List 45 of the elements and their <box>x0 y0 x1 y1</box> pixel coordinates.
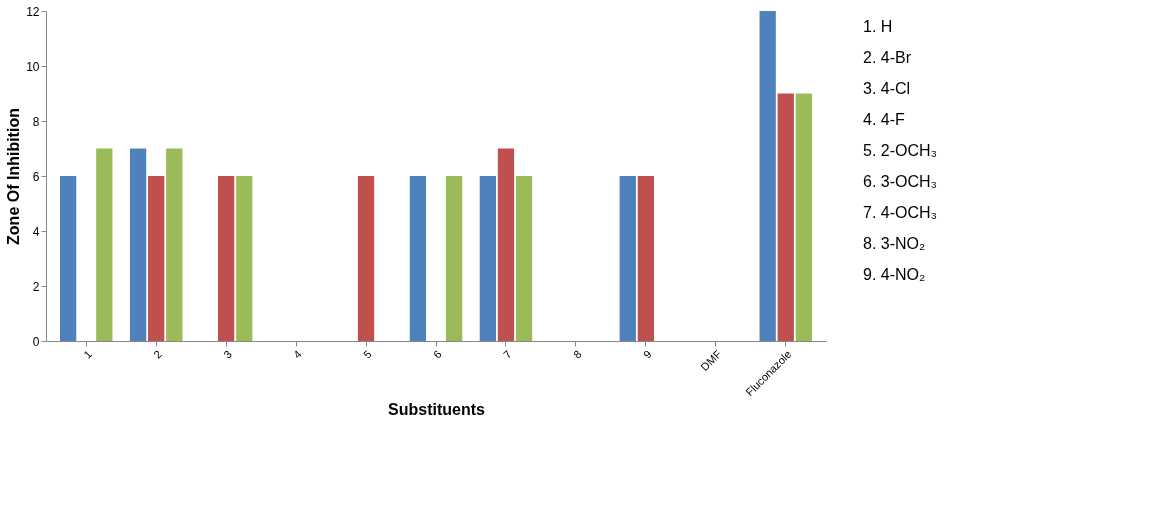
text: 8. 3-NO₂ <box>863 235 926 253</box>
x-tick-label: 1 <box>81 347 94 361</box>
bar <box>479 176 496 341</box>
bar <box>59 176 77 341</box>
bar <box>96 148 113 341</box>
x-tick-label: 3 <box>221 347 234 361</box>
y-tick-label: 6 <box>32 169 40 184</box>
x-tick-label: 2 <box>151 347 164 361</box>
bar <box>148 176 165 341</box>
bar <box>777 93 794 341</box>
bar <box>619 176 636 341</box>
bar <box>217 176 235 341</box>
bar <box>445 176 463 341</box>
text: 2. 4-Br <box>863 48 912 66</box>
bar <box>409 176 427 341</box>
bar <box>357 176 375 341</box>
text: 7. 4-OCH₃ <box>863 204 938 222</box>
y-tick-label: 12 <box>26 4 40 19</box>
x-tick-label: 9 <box>640 347 654 361</box>
y-tick-label: 0 <box>32 334 40 349</box>
bar <box>515 176 533 341</box>
text: 4. 4-F <box>863 110 906 128</box>
text: 9. 4-NO₂ <box>863 266 926 284</box>
y-axis-title: Zone Of Inhibition <box>5 108 23 245</box>
text: 3. 4-Cl <box>863 79 911 97</box>
x-tick-label: 4 <box>291 347 304 361</box>
y-tick-label: 10 <box>26 59 40 74</box>
x-tick-label: 8 <box>570 347 584 361</box>
text: 5. 2-OCH₃ <box>863 142 938 159</box>
text: 6. 3-OCH₃ <box>863 173 938 191</box>
bar <box>236 176 253 341</box>
y-tick-label: 8 <box>32 114 40 129</box>
bar <box>129 148 147 341</box>
bar <box>795 93 813 341</box>
bar <box>759 11 776 341</box>
bar <box>166 148 183 341</box>
x-tick-label: 7 <box>500 347 514 361</box>
x-axis-title: Substituents <box>388 401 486 419</box>
y-tick-label: 4 <box>32 224 40 239</box>
y-tick-label: 2 <box>32 279 40 294</box>
bar <box>497 148 515 341</box>
text: 1. H <box>863 17 893 35</box>
bar <box>637 176 655 341</box>
x-tick-label: 5 <box>361 347 374 361</box>
x-tick-label: 6 <box>430 347 444 361</box>
